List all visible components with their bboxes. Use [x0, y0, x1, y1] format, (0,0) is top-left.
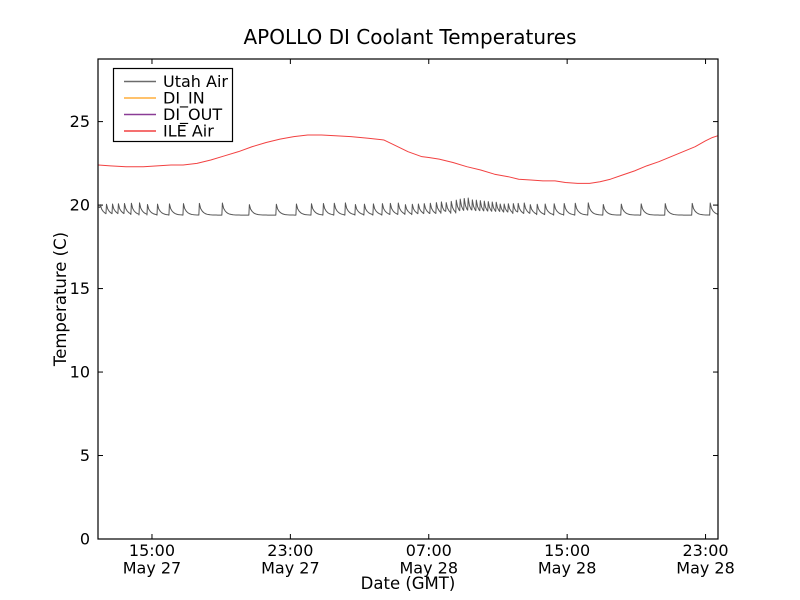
x-tick-label: 23:00 May 27	[261, 541, 320, 578]
y-axis-label: Temperature (C)	[51, 232, 70, 367]
series-line-ile-air	[98, 134, 718, 184]
axis-ticks: 15:00 May 27 23:00 May 27 07:00 May 28 15:00 Ma…	[70, 59, 735, 578]
data-series	[97, 134, 718, 216]
legend-box	[112, 67, 234, 143]
y-tick-label: 20	[70, 196, 90, 215]
y-tick-label: 10	[70, 363, 90, 382]
x-tick-label: 15:00 May 28	[538, 541, 597, 578]
legend-label-di-in: DI_IN	[163, 89, 205, 109]
x-axis-label: Date (GMT)	[361, 574, 456, 593]
y-tick-label: 5	[80, 446, 90, 465]
y-tick-label: 0	[80, 530, 90, 549]
chart-title: APOLLO DI Coolant Temperatures	[243, 25, 576, 49]
legend-label-ile-air: ILE Air	[163, 122, 214, 141]
plot-frame	[97, 58, 719, 540]
legend-label-utah-air: Utah Air	[163, 72, 228, 91]
x-tick-label: 23:00 May 28	[676, 541, 735, 578]
y-tick-label: 15	[70, 279, 90, 298]
legend-label-di-out: DI_OUT	[163, 105, 222, 125]
y-tick-label: 25	[70, 112, 90, 131]
x-tick-label: 15:00 May 27	[123, 541, 182, 578]
series-line-utah-air	[97, 197, 718, 216]
x-tick-label: 07:00 May 28	[399, 541, 458, 578]
